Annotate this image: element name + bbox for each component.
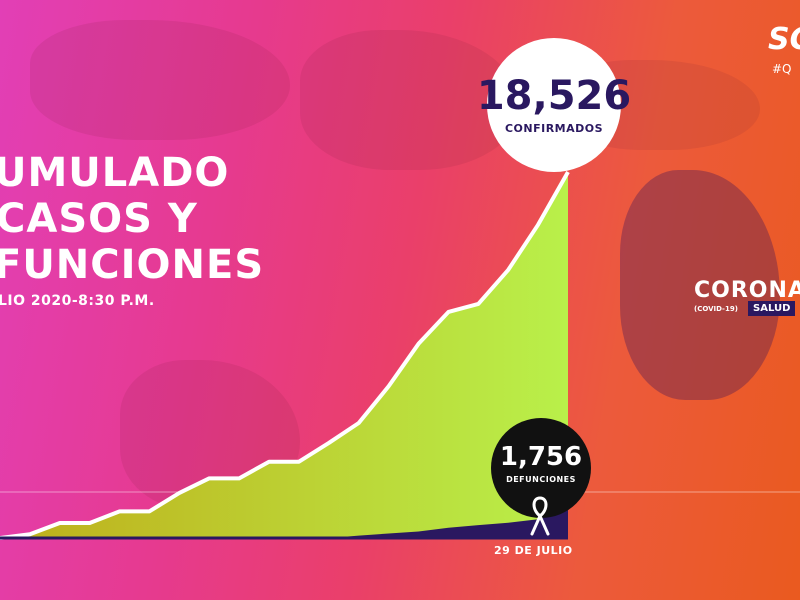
coronavirus-heading: CORONAV xyxy=(694,278,800,303)
hashtag-text: #Q xyxy=(772,62,792,76)
chart-subtitle: LIO 2020-8:30 P.M. xyxy=(0,293,155,309)
chart-title-line-2: CASOS Y xyxy=(0,196,198,242)
map-shape xyxy=(300,30,520,170)
map-shape xyxy=(30,20,290,140)
confirmed-line xyxy=(0,171,570,540)
deaths-value: 1,756 xyxy=(499,441,583,472)
deaths-bubble: 1,756 DEFUNCIONES xyxy=(491,418,591,518)
covid-label: (COVID-19) xyxy=(694,305,738,313)
ribbon-icon xyxy=(530,496,550,536)
confirmed-value: 18,526 xyxy=(476,72,632,119)
confirmed-label: CONFIRMADOS xyxy=(504,121,604,135)
salud-badge: SALUD xyxy=(748,301,796,316)
channel-logo: SC xyxy=(768,22,800,57)
chart-title-line-1: UMULADO xyxy=(0,150,230,196)
confirmed-area xyxy=(0,172,568,538)
map-shape xyxy=(620,170,780,400)
x-axis-end-label: 29 DE JULIO xyxy=(494,544,573,557)
confirmed-bubble: 18,526 CONFIRMADOS xyxy=(477,38,631,172)
chart-title-line-3: FUNCIONES xyxy=(0,242,265,288)
deaths-label: DEFUNCIONES xyxy=(506,474,576,484)
deaths-area xyxy=(0,503,568,538)
